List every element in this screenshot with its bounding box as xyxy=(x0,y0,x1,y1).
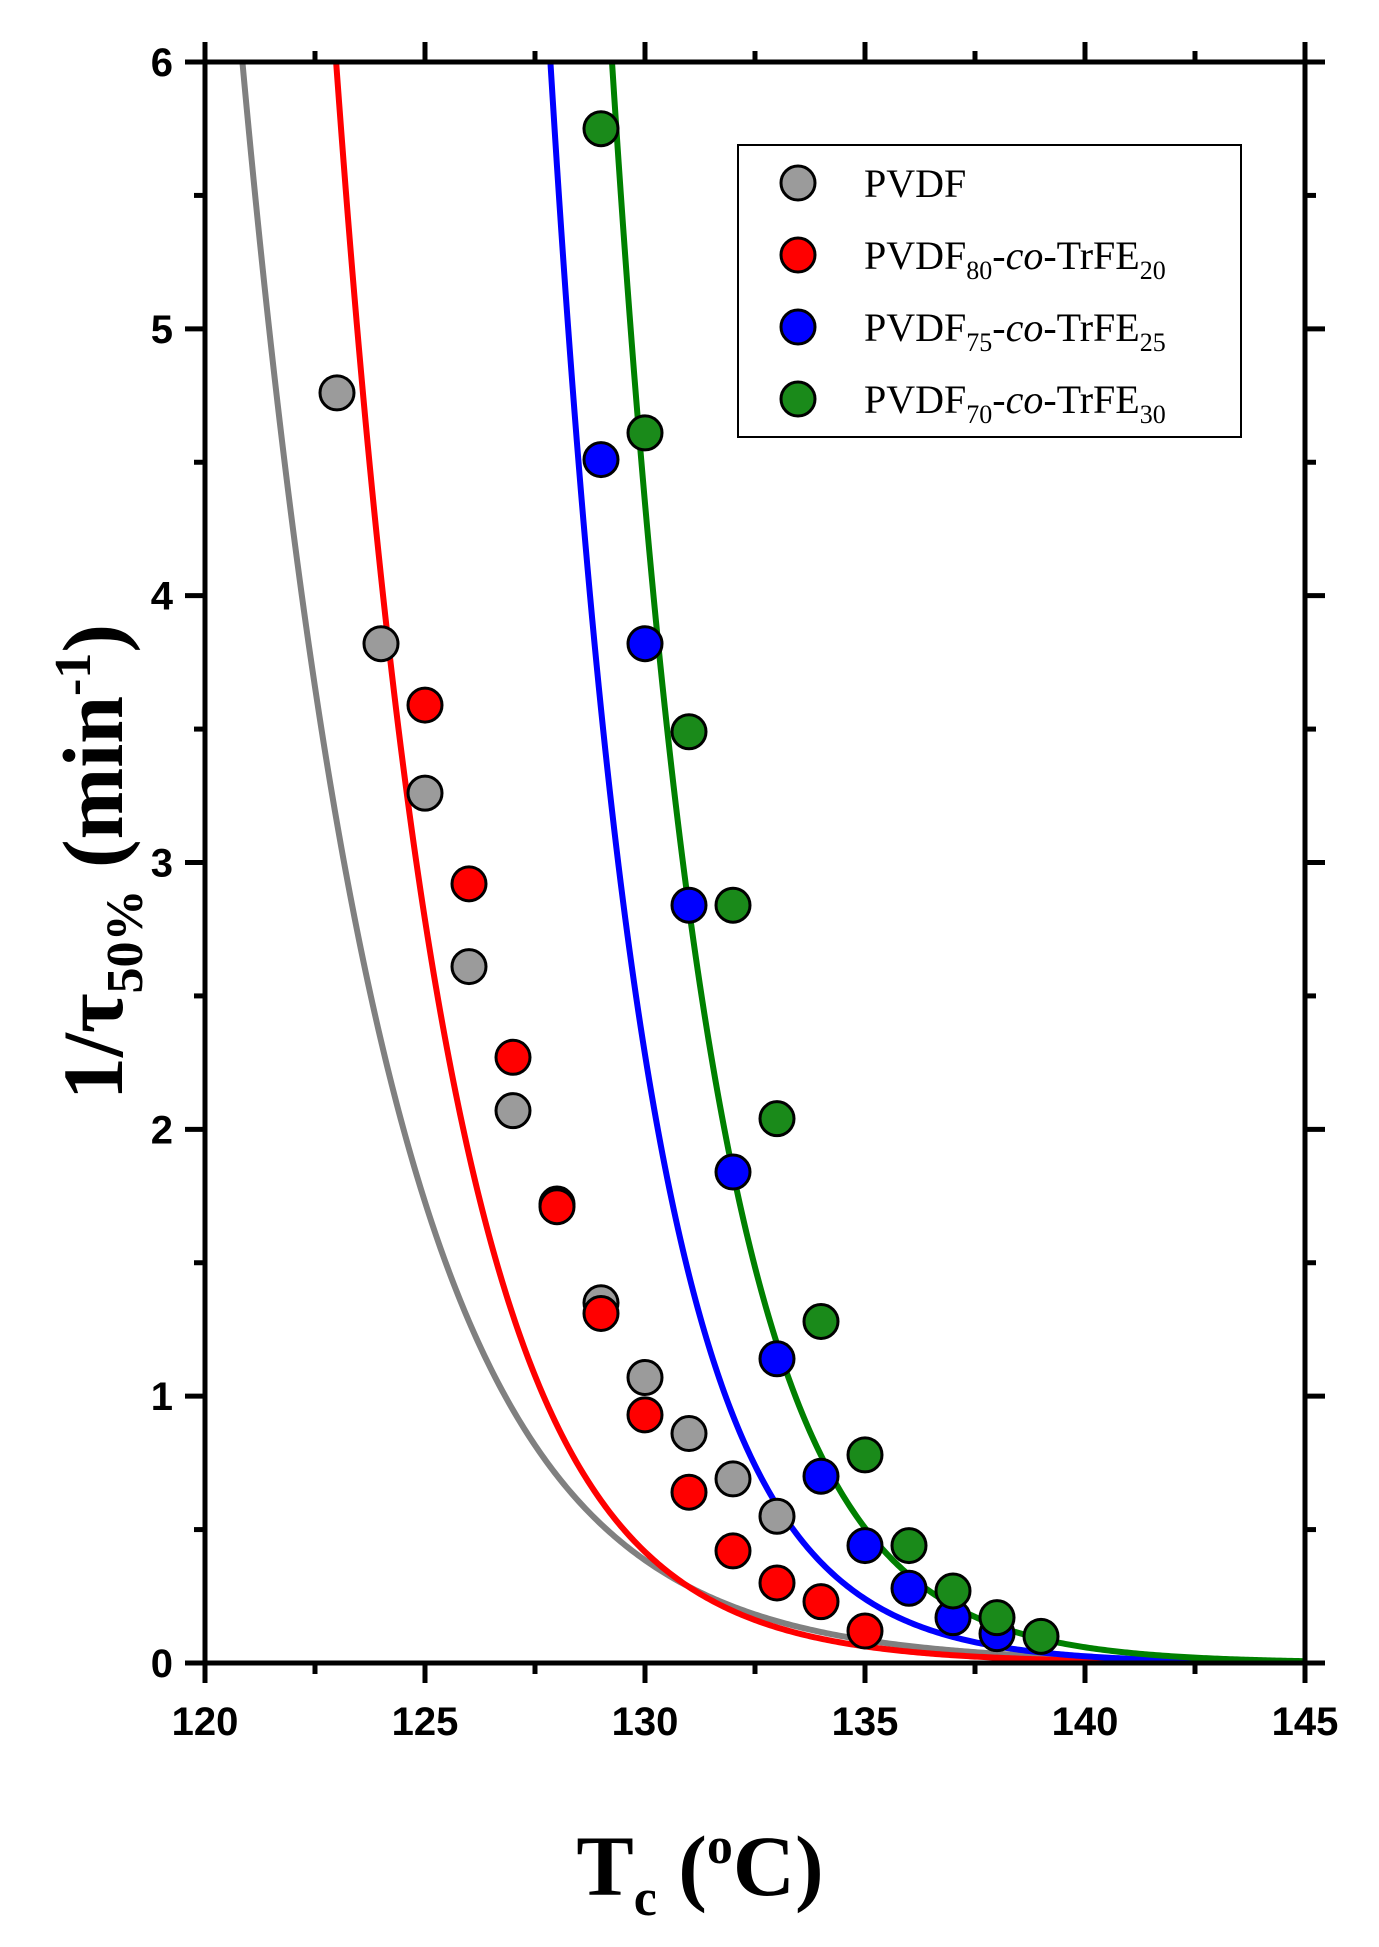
y-tick-label-1: 1 xyxy=(151,1375,173,1419)
legend-label-after: -TrFE xyxy=(1043,305,1139,350)
point-pvdf80-co-trfe20-10 xyxy=(846,1612,884,1650)
x-axis-title-rest: ( xyxy=(657,1818,707,1914)
legend-marker-pvdf xyxy=(779,164,817,202)
x-axis-title-sub: c xyxy=(634,1870,657,1927)
point-pvdf75-co-trfe25-5 xyxy=(802,1457,840,1495)
point-pvdf-3 xyxy=(450,948,488,986)
y-axis-title-rest: (min xyxy=(45,696,141,890)
legend-label-dash: - xyxy=(992,305,1005,350)
point-pvdf80-co-trfe20-2 xyxy=(494,1038,532,1076)
point-pvdf80-co-trfe20-4 xyxy=(582,1294,620,1332)
legend-label-sub: 30 xyxy=(1140,400,1166,429)
y-tick-label-2: 2 xyxy=(151,1108,173,1152)
point-pvdf80-co-trfe20-6 xyxy=(670,1473,708,1511)
point-pvdf75-co-trfe25-2 xyxy=(670,886,708,924)
y-axis-title-end: ) xyxy=(45,624,141,653)
point-pvdf80-co-trfe20-3 xyxy=(538,1188,576,1226)
y-axis-title-main: 1/τ xyxy=(45,993,141,1100)
legend-marker-pvdf75-co-trfe25 xyxy=(779,308,817,346)
x-axis-title-sup: o xyxy=(707,1818,733,1875)
legend-label-italic: co xyxy=(1006,233,1044,278)
point-pvdf80-co-trfe20-7 xyxy=(714,1532,752,1570)
x-axis-title-main: T xyxy=(576,1818,633,1914)
point-pvdf75-co-trfe25-0 xyxy=(582,441,620,479)
y-tick-label-6: 6 xyxy=(151,41,173,85)
point-pvdf75-co-trfe25-6 xyxy=(846,1527,884,1565)
point-pvdf75-co-trfe25-4 xyxy=(758,1340,796,1378)
point-pvdf70-co-trfe30-7 xyxy=(890,1527,928,1565)
point-pvdf-1 xyxy=(362,625,400,663)
x-tick-label-145: 145 xyxy=(1272,1700,1339,1744)
legend-label-pvdf70-co-trfe30: PVDF70-co-TrFE30 xyxy=(864,377,1166,429)
legend-label-after: -TrFE xyxy=(1043,377,1139,422)
x-axis-title: Tc (oC) xyxy=(576,1818,823,1927)
x-tick-label-125: 125 xyxy=(392,1700,459,1744)
point-pvdf-8 xyxy=(670,1415,708,1453)
point-pvdf80-co-trfe20-1 xyxy=(450,865,488,903)
x-tick-label-130: 130 xyxy=(612,1700,679,1744)
point-pvdf70-co-trfe30-6 xyxy=(846,1436,884,1474)
fit-curve-pvdf70-co-trfe30 xyxy=(608,62,1305,1663)
point-pvdf70-co-trfe30-5 xyxy=(802,1302,840,1340)
point-pvdf70-co-trfe30-2 xyxy=(670,713,708,751)
legend-label-pvdf80-co-trfe20: PVDF80-co-TrFE20 xyxy=(864,233,1166,285)
legend-marker-pvdf80-co-trfe20 xyxy=(779,236,817,274)
legend-label-base: PVDF xyxy=(864,161,966,206)
legend-label-sub: 75 xyxy=(966,328,992,357)
point-pvdf70-co-trfe30-10 xyxy=(1022,1617,1060,1655)
point-pvdf70-co-trfe30-8 xyxy=(934,1572,972,1610)
point-pvdf80-co-trfe20-0 xyxy=(406,686,444,724)
point-pvdf70-co-trfe30-9 xyxy=(978,1599,1016,1637)
legend-label-italic: co xyxy=(1006,305,1044,350)
legend-label-pvdf: PVDF xyxy=(864,161,966,206)
legend: PVDFPVDF80-co-TrFE20PVDF75-co-TrFE25PVDF… xyxy=(737,144,1242,438)
point-pvdf75-co-trfe25-7 xyxy=(890,1569,928,1607)
legend-label-base: PVDF xyxy=(864,305,966,350)
point-pvdf80-co-trfe20-5 xyxy=(626,1396,664,1434)
axis-ticks: 120 125 130 135 140 145 0 1 2 3 4 5 6 xyxy=(151,41,1339,1744)
point-pvdf70-co-trfe30-4 xyxy=(758,1100,796,1138)
x-tick-label-140: 140 xyxy=(1052,1700,1119,1744)
point-pvdf80-co-trfe20-8 xyxy=(758,1564,796,1602)
legend-label-sub: 80 xyxy=(966,256,992,285)
legend-label-base: PVDF xyxy=(864,377,966,422)
legend-label-base: PVDF xyxy=(864,233,966,278)
legend-label-dash: - xyxy=(992,377,1005,422)
point-pvdf70-co-trfe30-3 xyxy=(714,886,752,924)
y-tick-label-0: 0 xyxy=(151,1642,173,1686)
point-pvdf-9 xyxy=(714,1460,752,1498)
y-axis-title-sup: -1 xyxy=(45,653,102,696)
point-pvdf-2 xyxy=(406,774,444,812)
point-pvdf70-co-trfe30-0 xyxy=(582,110,620,148)
x-axis-title-end: C) xyxy=(733,1818,824,1914)
y-tick-label-4: 4 xyxy=(151,575,174,619)
legend-label-sub: 70 xyxy=(966,400,992,429)
x-tick-label-120: 120 xyxy=(172,1700,239,1744)
point-pvdf-7 xyxy=(626,1358,664,1396)
legend-label-pvdf75-co-trfe25: PVDF75-co-TrFE25 xyxy=(864,305,1166,357)
point-pvdf80-co-trfe20-9 xyxy=(802,1583,840,1621)
fit-curve-pvdf75-co-trfe25 xyxy=(547,62,1305,1663)
y-axis-title: 1/τ50% (min-1) xyxy=(45,624,154,1100)
legend-label-sub: 20 xyxy=(1140,256,1166,285)
legend-marker-pvdf70-co-trfe30 xyxy=(779,380,817,418)
point-pvdf-0 xyxy=(318,374,356,412)
y-tick-label-5: 5 xyxy=(151,308,173,352)
point-pvdf75-co-trfe25-3 xyxy=(714,1153,752,1191)
y-tick-label-3: 3 xyxy=(151,842,173,886)
x-tick-label-135: 135 xyxy=(832,1700,899,1744)
point-pvdf-4 xyxy=(494,1092,532,1130)
y-axis-title-sub: 50% xyxy=(97,889,154,993)
legend-label-after: -TrFE xyxy=(1043,233,1139,278)
point-pvdf70-co-trfe30-1 xyxy=(626,414,664,452)
point-pvdf75-co-trfe25-1 xyxy=(626,625,664,663)
legend-box xyxy=(737,144,1242,438)
legend-label-italic: co xyxy=(1006,377,1044,422)
legend-label-dash: - xyxy=(992,233,1005,278)
point-pvdf-10 xyxy=(758,1497,796,1535)
data-points xyxy=(318,110,1060,1655)
legend-label-sub: 25 xyxy=(1140,328,1166,357)
